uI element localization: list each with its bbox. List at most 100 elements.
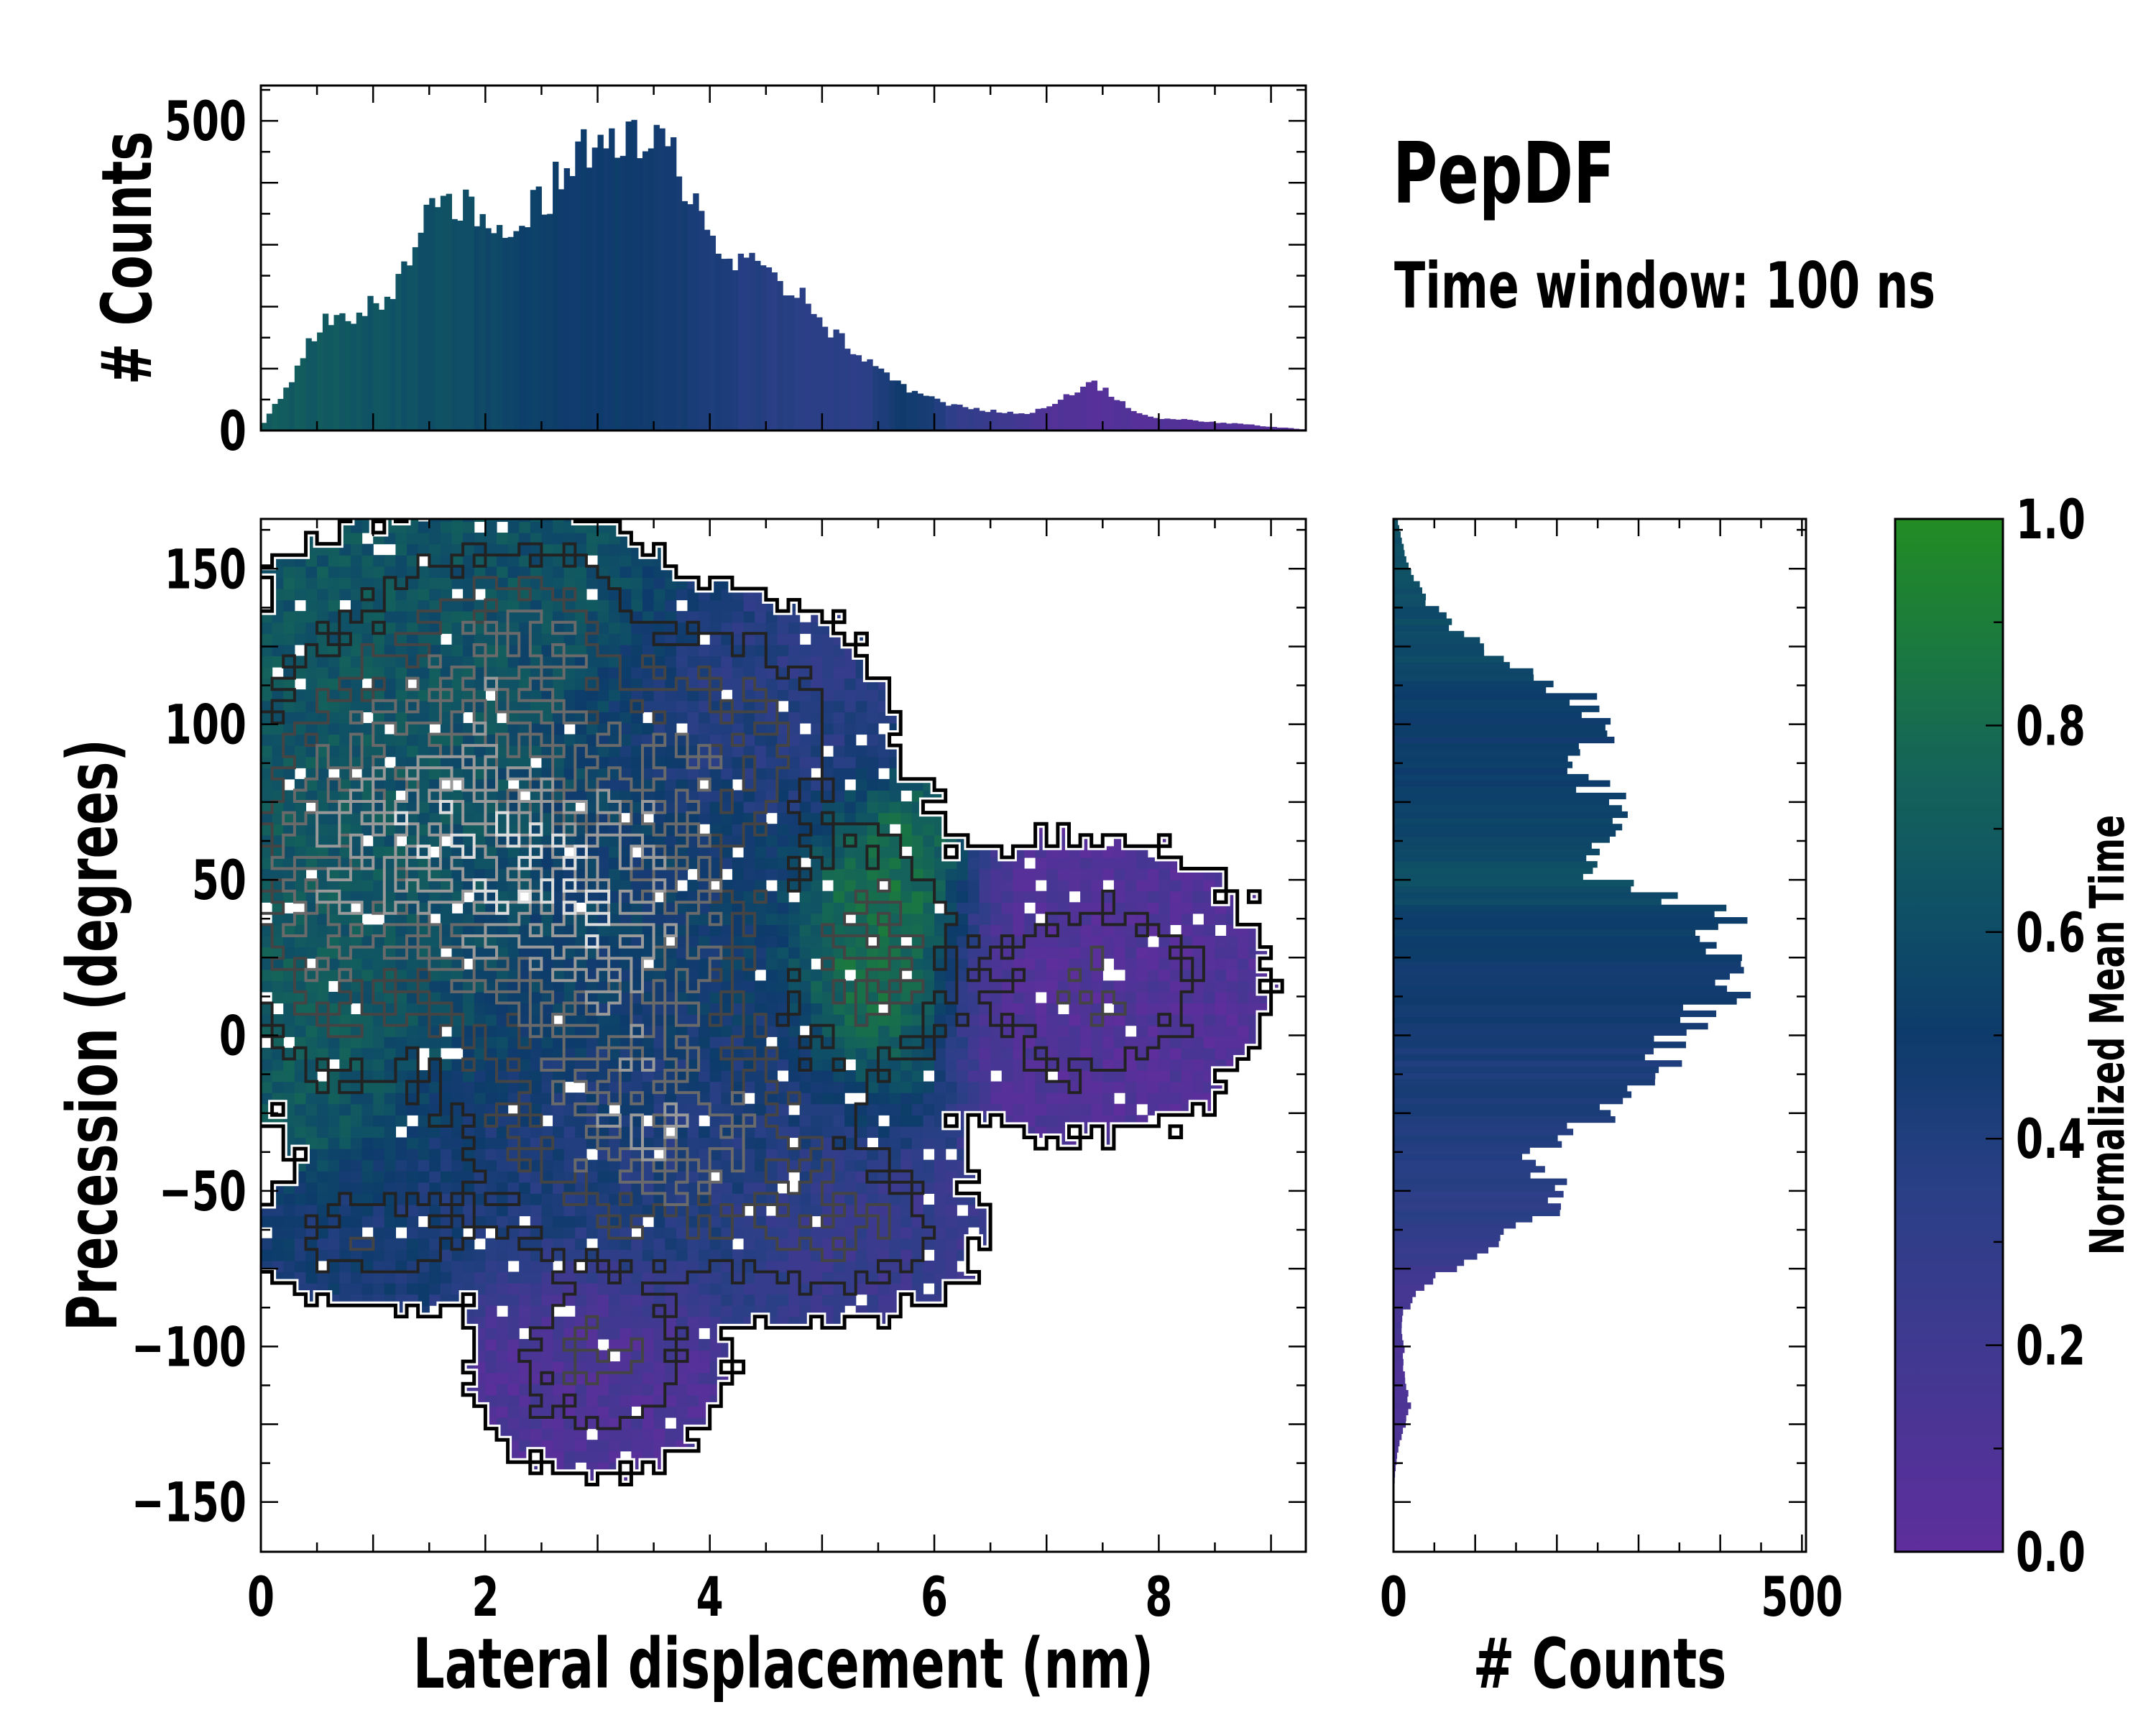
top-histogram-bar [1074,392,1081,431]
heatmap-cell [328,1081,340,1093]
heatmap-cell [496,1081,509,1093]
heatmap-cell [496,1059,509,1071]
heatmap-cell [732,1283,745,1295]
heatmap-cell [294,611,307,623]
heatmap-cell [474,1103,486,1116]
top-histogram-bar [704,229,711,431]
heatmap-cell [788,1149,801,1161]
top-histogram-bar [277,398,284,431]
top-histogram-bar [693,193,699,431]
heatmap-cell [619,555,632,567]
heatmap-cell [889,812,901,824]
heatmap-cell [261,622,273,634]
heatmap-cell [339,1204,351,1217]
heatmap-cell [631,1149,643,1161]
heatmap-cell [474,1036,486,1049]
heatmap-cell [653,1047,665,1059]
heatmap-cell [945,868,957,880]
heatmap-cell [900,824,913,836]
heatmap-cell [541,1227,553,1239]
top-histogram-bar [553,162,559,431]
heatmap-cell [1080,1081,1092,1093]
heatmap-cell [373,1271,385,1284]
heatmap-cell [676,1182,688,1194]
heatmap-cell [619,1305,632,1317]
heatmap-cell [889,880,901,892]
heatmap-cell [563,1294,576,1306]
heatmap-cell [900,880,913,892]
heatmap-cell [732,1227,745,1239]
heatmap-cell [844,1126,857,1138]
heatmap-cell [709,611,722,623]
heatmap-cell [699,644,711,657]
heatmap-cell [777,1283,789,1295]
heatmap-cell [451,1159,464,1172]
heatmap-cell [361,1283,374,1295]
heatmap-cell [990,1081,1003,1093]
heatmap-cell [530,1350,543,1362]
heatmap-cell [833,1283,845,1295]
heatmap-cell [877,1260,890,1273]
heatmap-cell [586,1350,599,1362]
heatmap-cell [665,1171,677,1183]
heatmap-cell [631,1059,643,1071]
heatmap-cell [755,745,767,758]
heatmap-cell [945,1137,957,1149]
top-histogram-bar [749,252,755,431]
heatmap-cell [631,1215,643,1228]
heatmap-cell [440,611,453,623]
heatmap-cell [945,1260,957,1273]
heatmap-cell [777,924,789,937]
heatmap-cell [811,1081,823,1093]
heatmap-cell [463,1047,475,1059]
heatmap-cell [395,1149,407,1161]
heatmap-cell [676,768,688,780]
heatmap-cell [855,1271,867,1284]
heatmap-cell [755,1182,767,1194]
heatmap-cell [699,1137,711,1149]
heatmap-cell [407,1193,419,1205]
heatmap-cell [799,1204,811,1217]
heatmap-cell [609,1394,621,1407]
heatmap-cell [384,1103,397,1116]
heatmap-cell [709,1059,722,1071]
heatmap-cell [821,689,834,702]
heatmap-cell [553,1417,565,1430]
heatmap-cell [519,1283,531,1295]
heatmap-cell [799,1092,811,1105]
heatmap-cell [799,1036,811,1049]
heatmap-cell [407,1159,419,1172]
heatmap-cell [451,1081,464,1093]
heatmap-cell [350,533,363,545]
heatmap-cell [855,1193,867,1205]
heatmap-cell [586,656,599,668]
heatmap-cell [350,1149,363,1161]
heatmap-cell [317,1182,329,1194]
heatmap-cell [1158,1070,1171,1082]
top-histogram-bar [889,380,895,431]
heatmap-cell [1080,1103,1092,1116]
heatmap-cell [563,1350,576,1362]
heatmap-cell [361,1126,374,1138]
heatmap-cell [418,1025,430,1037]
heatmap-cell [1023,1003,1036,1015]
heatmap-cell [911,857,924,870]
heatmap-cell [777,1260,789,1273]
heatmap-cell [676,1305,688,1317]
heatmap-cell [911,880,924,892]
heatmap-cell [485,1193,497,1205]
top-histogram-bar [479,213,486,431]
heatmap-cell [305,577,318,589]
heatmap-cell [732,1036,745,1049]
heatmap-cell [575,1070,587,1082]
heatmap-cell [519,1294,531,1306]
heatmap-cell [519,521,531,533]
top-histogram-bar [519,226,525,431]
heatmap-cell [957,1215,969,1228]
heatmap-cell [1147,969,1160,981]
heatmap-cell [1069,1003,1081,1015]
heatmap-cell [407,1283,419,1295]
top-histogram-bar [272,403,278,431]
heatmap-cell [485,712,497,724]
heatmap-cell [283,1047,295,1059]
